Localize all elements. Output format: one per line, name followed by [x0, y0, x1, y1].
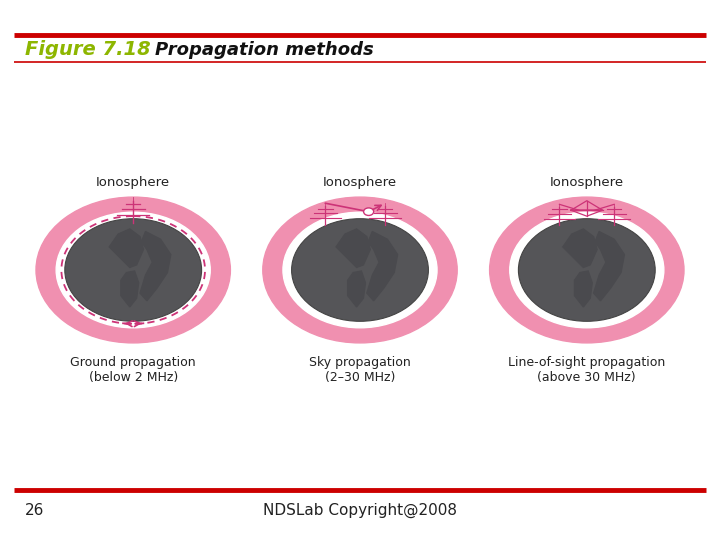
Circle shape — [518, 219, 655, 321]
Text: 26: 26 — [25, 503, 45, 518]
Circle shape — [510, 212, 664, 328]
Circle shape — [65, 219, 202, 321]
Text: Ionosphere: Ionosphere — [323, 176, 397, 189]
Polygon shape — [336, 229, 370, 267]
Circle shape — [490, 197, 684, 343]
Text: Sky propagation
(2–30 MHz): Sky propagation (2–30 MHz) — [309, 356, 411, 384]
Text: NDSLab Copyright@2008: NDSLab Copyright@2008 — [263, 503, 457, 518]
Circle shape — [263, 197, 457, 343]
Text: Figure 7.18: Figure 7.18 — [25, 40, 151, 59]
Polygon shape — [593, 232, 624, 301]
Polygon shape — [575, 271, 593, 307]
Text: Propagation methods: Propagation methods — [155, 40, 374, 59]
Polygon shape — [109, 229, 143, 267]
Polygon shape — [121, 271, 139, 307]
Text: Ionosphere: Ionosphere — [96, 176, 170, 189]
Polygon shape — [563, 229, 597, 267]
Circle shape — [292, 219, 428, 321]
Circle shape — [56, 212, 210, 328]
Text: Line-of-sight propagation
(above 30 MHz): Line-of-sight propagation (above 30 MHz) — [508, 356, 665, 384]
Polygon shape — [140, 232, 171, 301]
Circle shape — [283, 212, 437, 328]
Polygon shape — [366, 232, 397, 301]
Circle shape — [36, 197, 230, 343]
Polygon shape — [348, 271, 366, 307]
Circle shape — [364, 208, 374, 215]
Text: Ionosphere: Ionosphere — [550, 176, 624, 189]
Text: Ground propagation
(below 2 MHz): Ground propagation (below 2 MHz) — [71, 356, 196, 384]
